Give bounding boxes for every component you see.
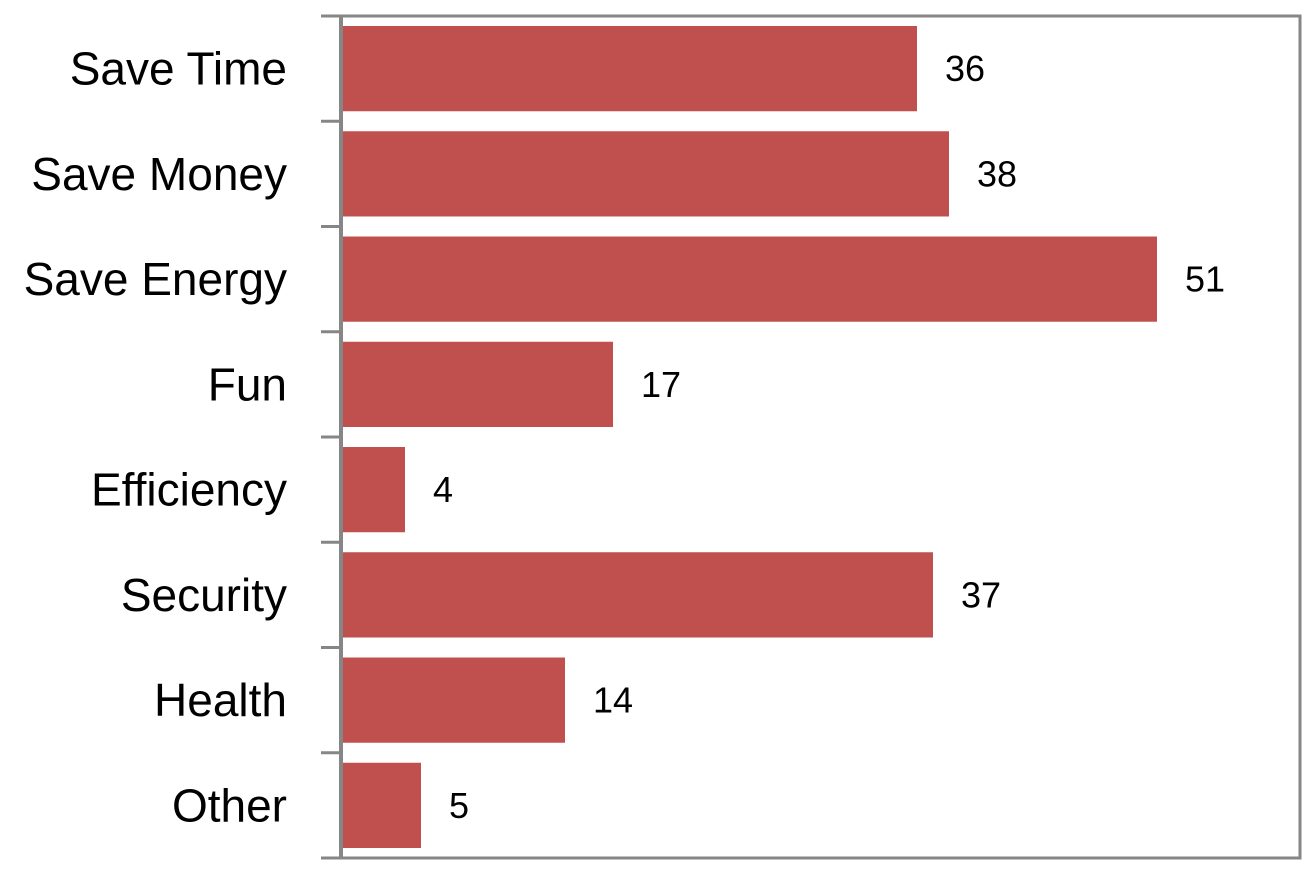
category-label: Save Time xyxy=(70,43,287,95)
category-label: Efficiency xyxy=(91,464,287,516)
bar-save-money xyxy=(341,131,949,217)
category-label: Health xyxy=(154,674,287,726)
bars-group xyxy=(341,26,1157,848)
category-label: Fun xyxy=(208,358,287,410)
bar-save-time xyxy=(341,26,917,112)
data-label: 4 xyxy=(433,469,453,510)
data-label: 51 xyxy=(1185,259,1225,300)
data-label: 14 xyxy=(593,680,633,721)
bar-efficiency xyxy=(341,447,405,533)
data-label: 5 xyxy=(449,785,469,826)
bar-security xyxy=(341,552,933,638)
data-label: 36 xyxy=(945,48,985,89)
data-label: 37 xyxy=(961,574,1001,615)
data-label: 17 xyxy=(641,364,681,405)
bar-save-energy xyxy=(341,236,1157,322)
category-label: Save Energy xyxy=(24,253,287,305)
bar-other xyxy=(341,762,421,848)
category-axis: Save Time Save Money Save Energy Fun Efficie… xyxy=(24,14,343,860)
category-label: Save Money xyxy=(31,148,287,200)
bar-health xyxy=(341,657,565,743)
category-label: Security xyxy=(121,569,287,621)
data-label: 38 xyxy=(977,153,1017,194)
labels-group: 36 38 51 17 4 37 14 5 xyxy=(433,48,1225,826)
bar-fun xyxy=(341,341,613,427)
category-label: Other xyxy=(172,779,287,831)
